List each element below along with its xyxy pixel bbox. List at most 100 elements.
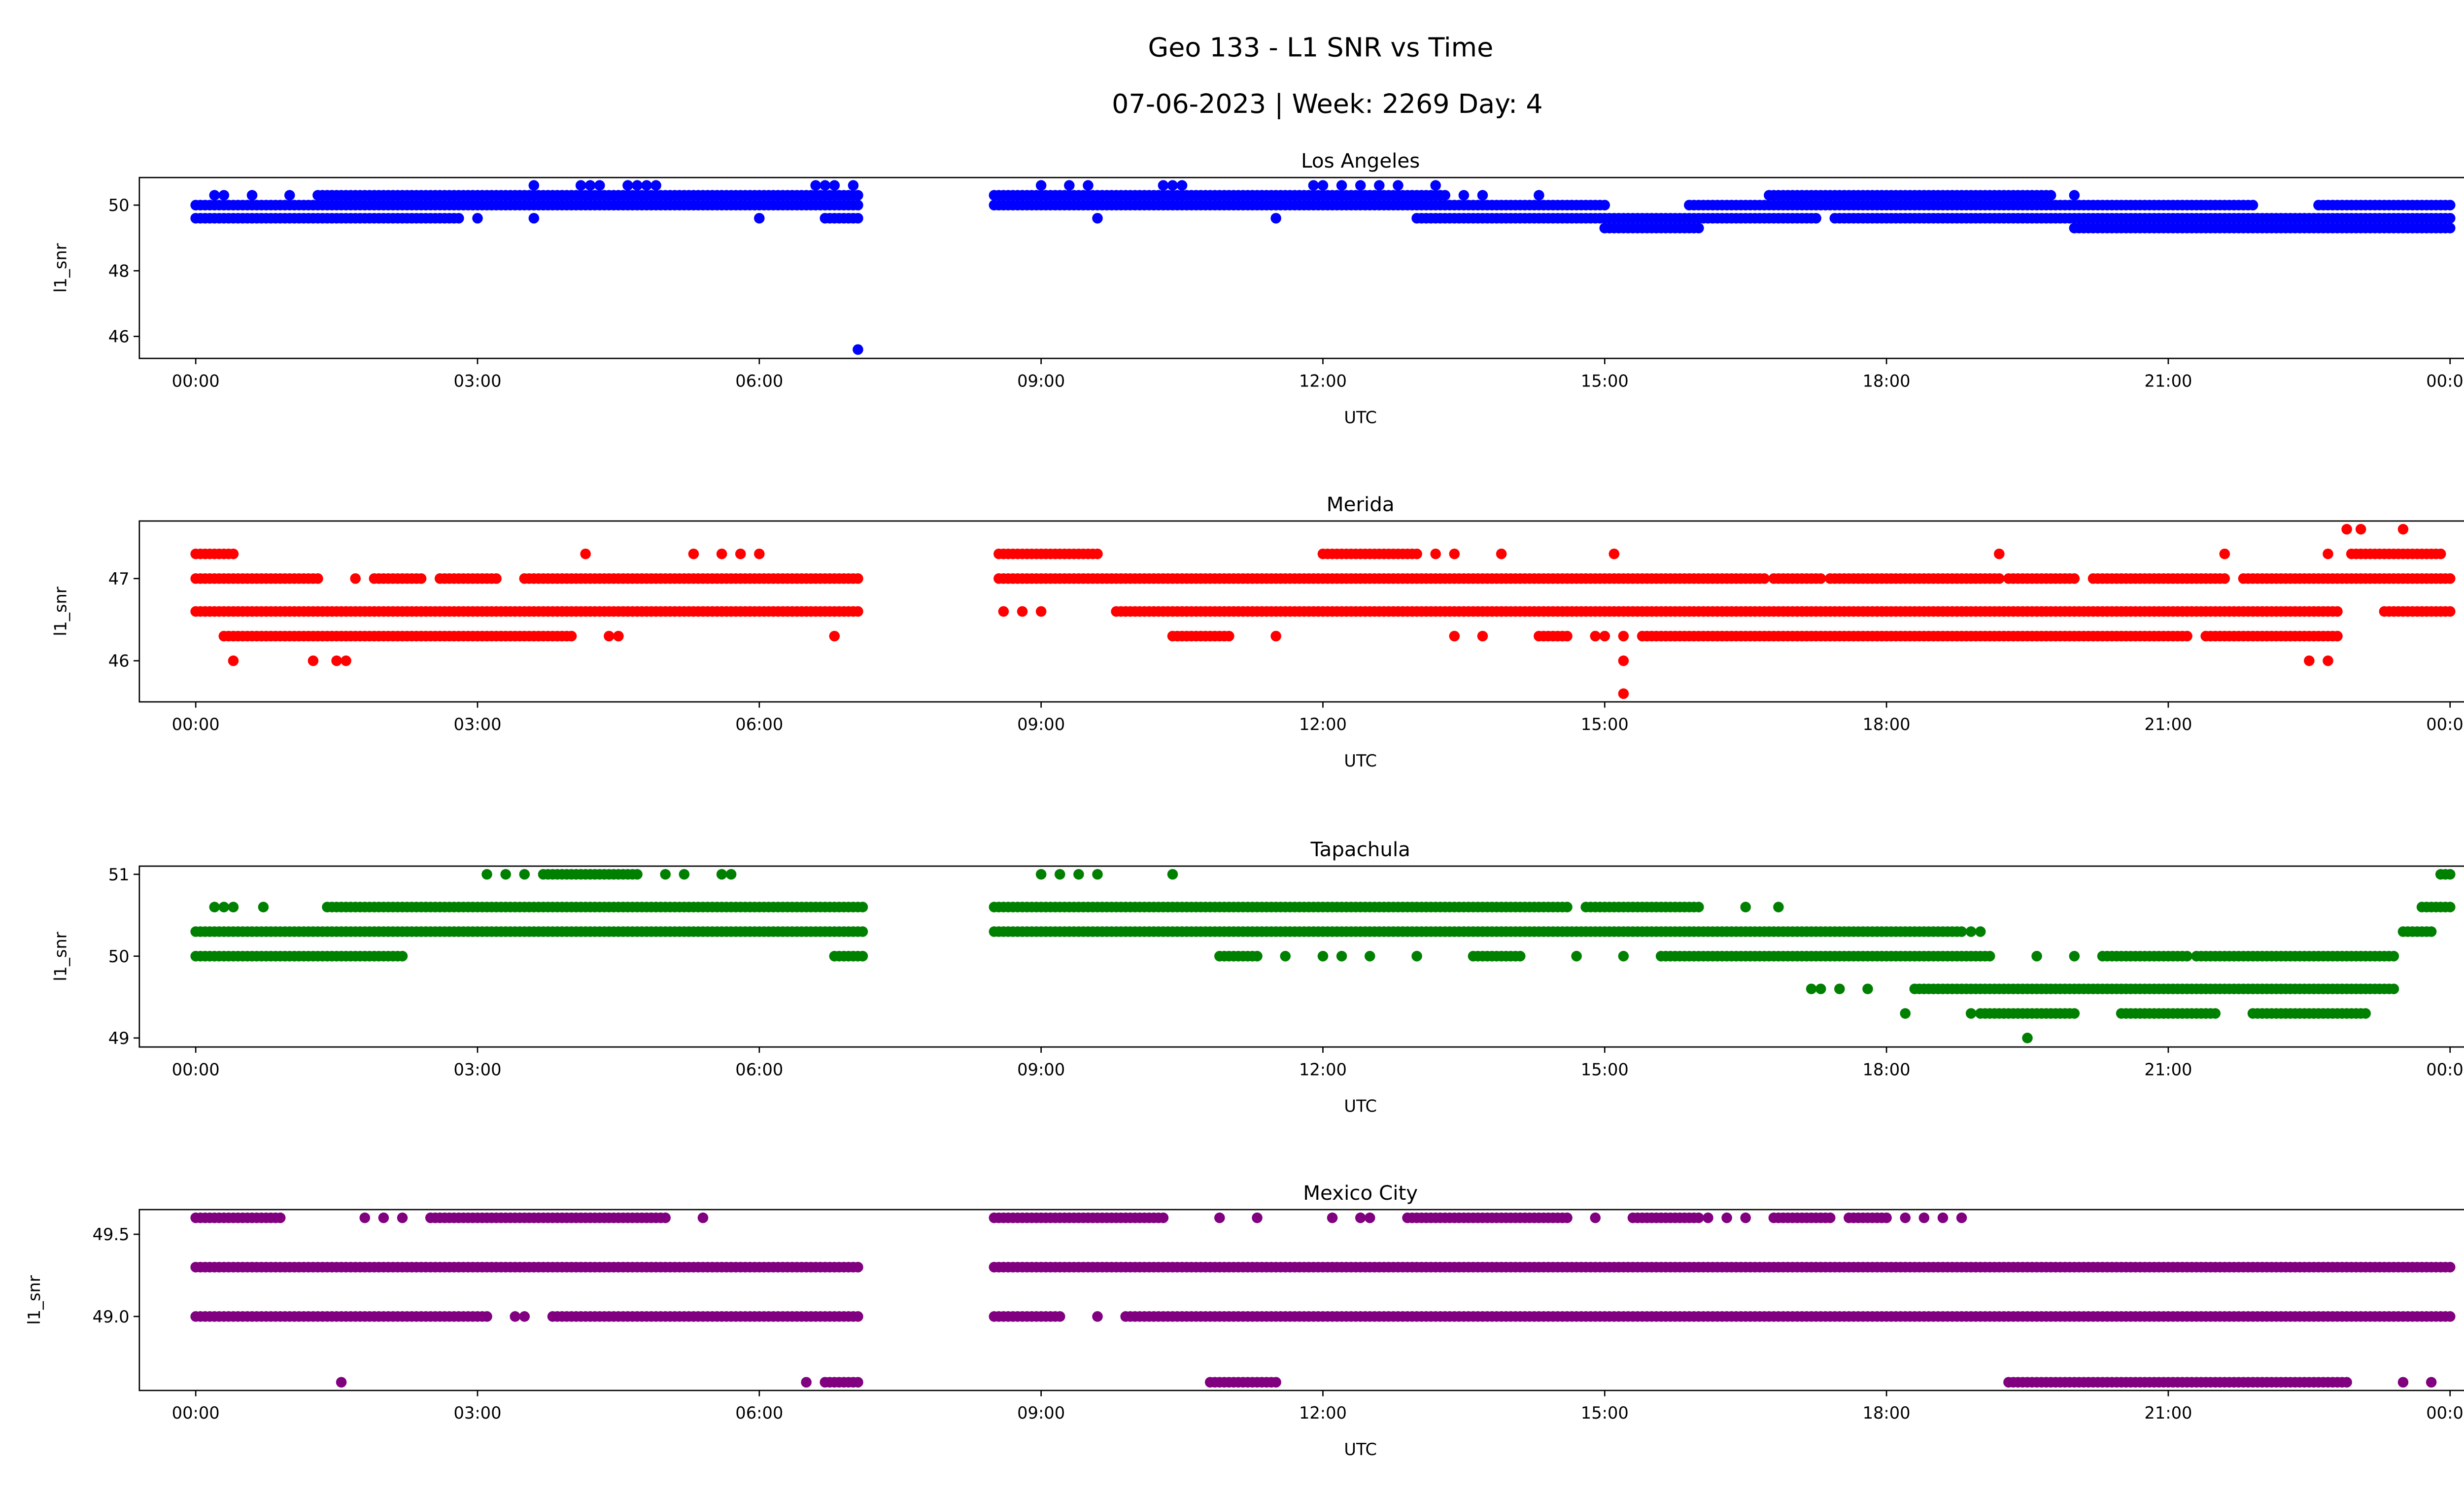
data-point bbox=[1327, 1212, 1338, 1223]
data-point bbox=[1083, 180, 1094, 191]
data-point bbox=[415, 573, 427, 584]
data-point bbox=[472, 212, 483, 224]
x-tick-label: 15:00 bbox=[1581, 1403, 1629, 1423]
x-tick-label: 00:00 bbox=[172, 1060, 220, 1079]
data-point bbox=[1167, 180, 1178, 191]
data-point bbox=[341, 655, 351, 666]
data-point bbox=[1411, 951, 1422, 962]
data-point bbox=[1900, 1212, 1911, 1223]
data-point bbox=[1975, 926, 1986, 937]
data-point bbox=[853, 1261, 863, 1273]
data-point bbox=[481, 1311, 492, 1322]
data-point bbox=[228, 902, 239, 912]
data-point bbox=[1740, 1212, 1751, 1223]
data-point bbox=[2426, 1377, 2437, 1388]
data-point bbox=[1693, 222, 1704, 234]
data-point bbox=[2397, 523, 2409, 535]
data-point bbox=[359, 1212, 371, 1223]
figure-title-line2: 07-06-2023 | Week: 2269 Day: 4 bbox=[1112, 88, 1542, 119]
data-point bbox=[1608, 548, 1620, 559]
data-point bbox=[853, 344, 863, 355]
data-point bbox=[632, 869, 643, 880]
x-tick-label: 00:00 bbox=[172, 1403, 220, 1423]
data-point bbox=[1562, 1212, 1573, 1223]
data-point bbox=[378, 1212, 389, 1223]
y-axis-label: l1_snr bbox=[51, 932, 70, 981]
data-point bbox=[1252, 1212, 1263, 1223]
data-point bbox=[1430, 548, 1441, 559]
data-point bbox=[1270, 1377, 1281, 1388]
data-point bbox=[2182, 630, 2192, 642]
data-point bbox=[1092, 548, 1103, 559]
data-point bbox=[519, 1311, 530, 1322]
x-axis-label: UTC bbox=[1344, 1440, 1377, 1459]
data-point bbox=[857, 902, 868, 912]
y-tick-label: 50 bbox=[108, 947, 130, 966]
data-point bbox=[754, 548, 765, 559]
data-point bbox=[1458, 190, 1470, 201]
data-point bbox=[1449, 630, 1460, 642]
axes-frame bbox=[138, 1209, 2464, 1391]
data-point bbox=[1824, 1212, 1836, 1223]
data-point bbox=[1496, 548, 1507, 559]
data-point bbox=[1477, 190, 1488, 201]
data-point bbox=[998, 606, 1009, 617]
data-point bbox=[1773, 902, 1784, 912]
x-tick-label: 00:00 bbox=[2426, 1403, 2464, 1423]
data-point bbox=[397, 1212, 408, 1223]
data-point bbox=[1994, 573, 2005, 584]
x-tick-label: 18:00 bbox=[1863, 1403, 1911, 1423]
data-point bbox=[1449, 548, 1460, 559]
data-point bbox=[632, 180, 643, 191]
x-tick-label: 09:00 bbox=[1017, 715, 1065, 734]
x-tick-label: 03:00 bbox=[453, 1060, 501, 1079]
data-point bbox=[679, 869, 690, 880]
data-point bbox=[2332, 606, 2343, 617]
y-axis-label: l1_snr bbox=[25, 1275, 44, 1324]
x-tick-label: 00:00 bbox=[172, 371, 220, 390]
data-point bbox=[1374, 180, 1385, 191]
data-point bbox=[857, 951, 868, 962]
x-tick-label: 09:00 bbox=[1017, 371, 1065, 390]
data-point bbox=[1618, 951, 1629, 962]
data-point bbox=[716, 869, 727, 880]
data-point bbox=[604, 630, 615, 642]
data-point bbox=[853, 212, 863, 224]
data-point bbox=[584, 180, 596, 191]
x-axis-label: UTC bbox=[1344, 1096, 1377, 1115]
data-point bbox=[2323, 655, 2333, 666]
x-tick-label: 09:00 bbox=[1017, 1060, 1065, 1079]
data-point bbox=[2069, 573, 2080, 584]
data-point bbox=[1214, 1212, 1225, 1223]
data-point bbox=[1721, 1212, 1732, 1223]
data-points bbox=[190, 523, 2456, 699]
x-tick-label: 06:00 bbox=[735, 371, 783, 390]
data-point bbox=[2435, 548, 2446, 559]
x-tick-label: 12:00 bbox=[1299, 1060, 1347, 1079]
data-point bbox=[1599, 200, 1610, 210]
data-point bbox=[1703, 1212, 1713, 1223]
y-tick-label: 49.5 bbox=[93, 1225, 130, 1244]
data-point bbox=[1881, 1212, 1892, 1223]
data-point bbox=[1167, 869, 1178, 880]
y-tick-label: 49.0 bbox=[93, 1307, 130, 1326]
data-point bbox=[209, 902, 220, 912]
x-tick-label: 18:00 bbox=[1863, 1060, 1911, 1079]
data-point bbox=[2388, 983, 2399, 994]
x-axis-label: UTC bbox=[1344, 751, 1377, 770]
data-point bbox=[1534, 190, 1544, 201]
data-point bbox=[1618, 630, 1629, 642]
data-point bbox=[575, 180, 586, 191]
data-point bbox=[1918, 1212, 1930, 1223]
data-point bbox=[1270, 212, 1281, 224]
y-tick-label: 48 bbox=[108, 261, 130, 280]
data-point bbox=[2332, 630, 2343, 642]
data-point bbox=[2031, 951, 2042, 962]
panel-title: Mexico City bbox=[1303, 1182, 1418, 1205]
data-point bbox=[2444, 200, 2456, 210]
data-point bbox=[1411, 548, 1422, 559]
data-point bbox=[528, 180, 540, 191]
data-point bbox=[1092, 1311, 1103, 1322]
